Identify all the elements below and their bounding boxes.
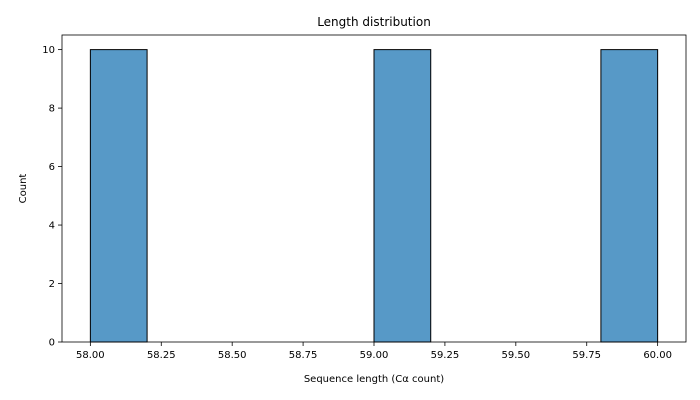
y-tick-label: 6 <box>49 162 55 173</box>
x-axis: 58.00 58.25 58.50 58.75 59.00 59.25 59.50 59.75… <box>76 342 672 361</box>
histogram-bar <box>600 49 659 343</box>
x-tick-label: 59.00 <box>360 350 389 361</box>
histogram-bar <box>373 49 432 343</box>
x-tick-label: 58.00 <box>76 350 105 361</box>
y-tick-label: 4 <box>49 221 55 232</box>
y-axis: 0 2 4 6 8 10 <box>42 45 62 349</box>
x-tick-label: 59.25 <box>431 350 460 361</box>
y-tick-label: 10 <box>42 45 55 56</box>
y-tick-label: 8 <box>49 104 55 115</box>
y-tick-label: 2 <box>49 279 55 290</box>
x-axis-label: Sequence length (Cα count) <box>304 374 444 385</box>
x-tick-label: 59.75 <box>572 350 601 361</box>
x-tick-label: 59.50 <box>501 350 530 361</box>
x-tick-label: 58.75 <box>289 350 318 361</box>
chart-title: Length distribution <box>317 15 431 29</box>
histogram-bar <box>89 49 148 343</box>
y-tick-label: 0 <box>49 338 55 349</box>
x-tick-label: 58.25 <box>147 350 176 361</box>
bars-group <box>89 49 659 343</box>
x-tick-label: 60.00 <box>643 350 672 361</box>
y-axis-label: Count <box>18 174 29 204</box>
x-tick-label: 58.50 <box>218 350 247 361</box>
